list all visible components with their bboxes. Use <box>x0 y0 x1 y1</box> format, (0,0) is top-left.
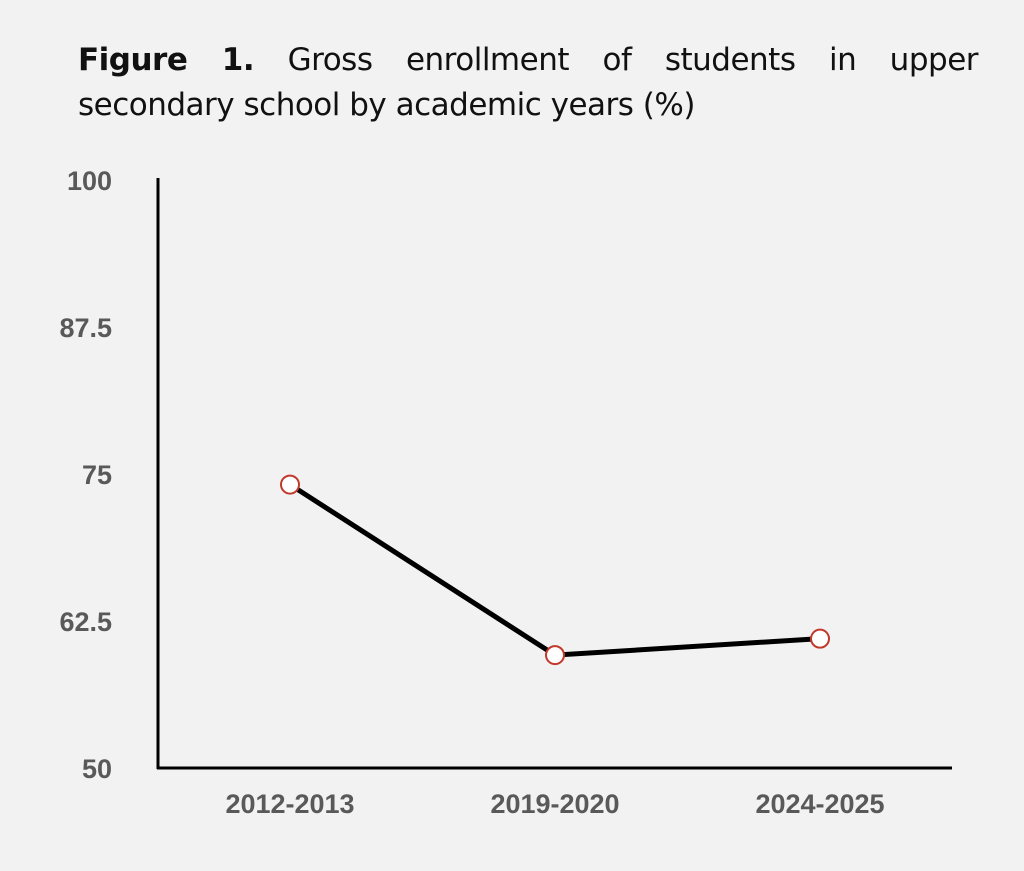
y-tick-label: 75 <box>82 460 112 490</box>
x-tick-label: 2019-2020 <box>490 789 619 819</box>
y-tick-label: 50 <box>82 754 112 784</box>
title-line1: Gross enrollment of students in upper <box>287 42 979 78</box>
data-point <box>545 645 565 666</box>
y-tick-label: 87.5 <box>59 313 112 343</box>
x-tick-label: 2024-2025 <box>755 789 884 819</box>
figure-label: Figure 1. <box>78 42 255 78</box>
x-tick-label: 2012-2013 <box>225 789 354 819</box>
title-line2: secondary school by academic years (%) <box>78 87 695 123</box>
chart-title: Figure 1. Gross enrollment of students i… <box>78 38 979 128</box>
y-tick-label: 62.5 <box>59 607 112 637</box>
y-tick-label: 100 <box>67 166 112 196</box>
data-point <box>280 474 300 495</box>
series-line <box>288 482 821 658</box>
data-point <box>810 628 830 649</box>
